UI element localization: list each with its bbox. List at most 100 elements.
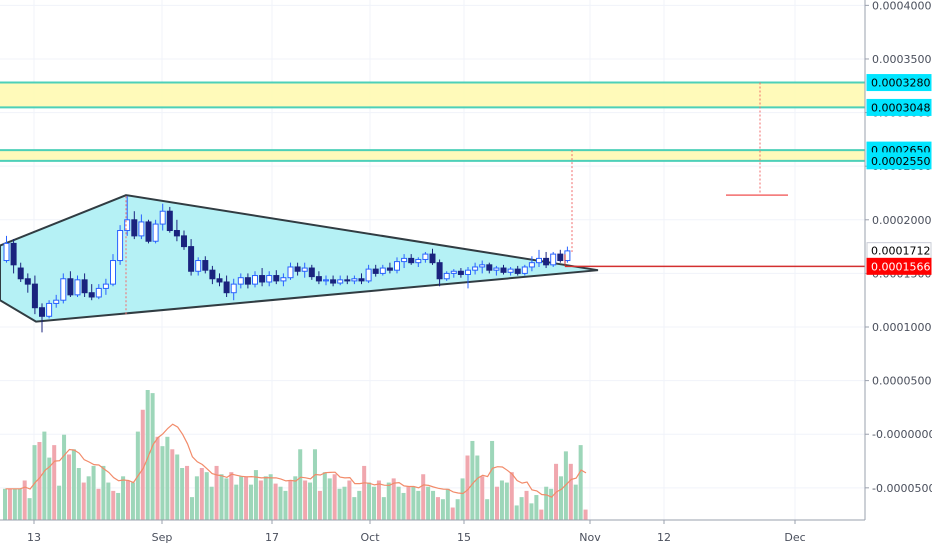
volume-bar bbox=[312, 449, 317, 520]
candle-body bbox=[507, 268, 514, 273]
volume-bar bbox=[342, 486, 347, 520]
volume-bar bbox=[534, 495, 539, 520]
volume-bar bbox=[357, 490, 362, 520]
volume-bar bbox=[27, 498, 32, 520]
candle-body bbox=[443, 272, 450, 280]
candle-body bbox=[557, 253, 564, 262]
candle-body bbox=[266, 275, 273, 283]
candle-body bbox=[209, 269, 216, 280]
candle-body bbox=[429, 253, 436, 264]
candle-body bbox=[223, 281, 230, 294]
candle-body bbox=[294, 266, 301, 272]
candle-body bbox=[344, 279, 351, 282]
volume-bar bbox=[495, 486, 500, 520]
candle-body bbox=[543, 257, 550, 266]
candle-body bbox=[457, 270, 464, 275]
candle-body bbox=[244, 277, 251, 285]
candle-body bbox=[514, 268, 521, 274]
volume-bar bbox=[96, 488, 101, 520]
candle-body bbox=[67, 278, 74, 296]
volume-bar bbox=[253, 470, 258, 520]
price-label-box bbox=[866, 257, 932, 275]
candle-body bbox=[465, 269, 471, 275]
candle-body bbox=[308, 267, 315, 278]
volume-bar bbox=[519, 497, 524, 520]
price-label-box bbox=[866, 152, 932, 170]
volume-bar bbox=[224, 478, 229, 520]
candle-body bbox=[74, 279, 81, 296]
candle-body bbox=[202, 260, 209, 271]
price-label-text: 0.0001566 bbox=[871, 260, 931, 273]
volume-bar bbox=[7, 488, 12, 520]
candle-body bbox=[60, 278, 67, 301]
volume-bar bbox=[185, 465, 190, 520]
candle-body bbox=[216, 278, 223, 283]
volume-bar bbox=[86, 476, 91, 520]
y-tick-label: 0.0001000 bbox=[872, 321, 932, 334]
volume-bar bbox=[101, 465, 106, 520]
volume-bar bbox=[52, 445, 57, 520]
resistance-zones bbox=[0, 81, 865, 162]
volume-bar bbox=[367, 482, 372, 520]
candle-body bbox=[88, 292, 95, 298]
candle-body bbox=[528, 262, 535, 268]
volume-moving-average bbox=[5, 423, 587, 498]
y-tick-label: 0.0004000 bbox=[872, 0, 932, 12]
candle-body bbox=[365, 268, 372, 282]
candle-body bbox=[337, 279, 344, 284]
candle-body bbox=[53, 299, 60, 304]
candle-body bbox=[259, 275, 266, 283]
volume-bar bbox=[273, 483, 278, 520]
volume-bar bbox=[337, 488, 342, 520]
candle-body bbox=[301, 267, 308, 272]
volume-bar bbox=[490, 440, 495, 520]
volume-bar bbox=[421, 474, 426, 520]
candle-body bbox=[500, 267, 507, 273]
volume-bar bbox=[47, 457, 52, 520]
candle-body bbox=[31, 283, 38, 309]
candle-body bbox=[230, 283, 237, 294]
volume-bar bbox=[278, 486, 283, 520]
volume-bar bbox=[12, 488, 17, 520]
volume-bar bbox=[268, 474, 273, 520]
volume-bar bbox=[204, 472, 209, 520]
volume-bar bbox=[411, 486, 416, 520]
volume-bar bbox=[431, 490, 436, 520]
volume-bar bbox=[81, 482, 86, 520]
volume-bar bbox=[381, 497, 386, 520]
volume-bar bbox=[514, 505, 519, 520]
candle-body bbox=[81, 279, 88, 294]
x-tick-label: 15 bbox=[457, 531, 471, 544]
x-tick-label: 12 bbox=[657, 531, 671, 544]
volume-bar bbox=[244, 476, 249, 520]
price-axis[interactable]: 0.00040000.00035000.00030000.00025000.00… bbox=[864, 0, 932, 520]
volume-bar bbox=[303, 480, 308, 520]
volume-bar bbox=[288, 480, 293, 520]
volume-bar bbox=[121, 476, 126, 520]
volume-bar bbox=[71, 449, 76, 520]
volume-bar bbox=[140, 409, 145, 520]
volume-bar bbox=[170, 449, 175, 520]
price-label-text: 0.0002550 bbox=[871, 155, 931, 168]
volume-bar bbox=[175, 454, 180, 520]
volume-bar bbox=[116, 492, 121, 520]
volume-bar bbox=[372, 486, 377, 520]
volume-bar bbox=[573, 484, 578, 520]
volume-bar bbox=[42, 431, 47, 520]
volume-bar bbox=[91, 465, 96, 520]
time-axis[interactable]: 13 Sep 17 Oct 15 Nov 12 Dec bbox=[0, 519, 865, 544]
volume-bar bbox=[465, 455, 470, 520]
candle-body bbox=[3, 242, 10, 262]
volume-bar bbox=[194, 476, 199, 520]
x-tick-label: 17 bbox=[265, 531, 279, 544]
volume-bar bbox=[396, 486, 401, 520]
candle-body bbox=[521, 266, 528, 274]
candle-body bbox=[287, 266, 294, 279]
volume-bar bbox=[485, 499, 490, 520]
volume-bar bbox=[539, 509, 544, 520]
volume-bar bbox=[130, 482, 135, 520]
volume-bar bbox=[450, 507, 455, 520]
volume-bar bbox=[406, 486, 411, 520]
candle-body bbox=[237, 277, 244, 285]
